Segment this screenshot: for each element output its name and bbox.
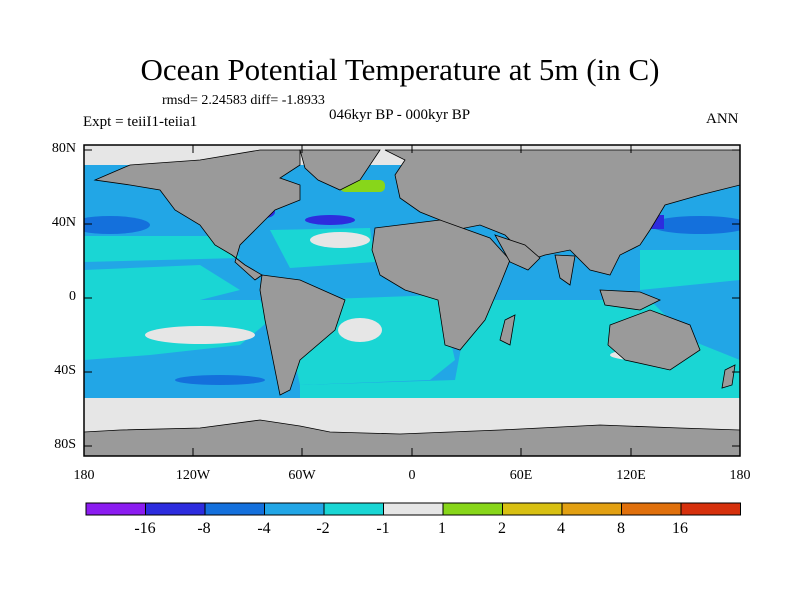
colorbar-swatch bbox=[561, 502, 622, 516]
colorbar-label: -2 bbox=[316, 520, 330, 537]
grey-patch-north-atlantic bbox=[310, 232, 370, 248]
colorbar-label: -8 bbox=[197, 520, 211, 537]
lat-label-40s: 40S bbox=[54, 363, 76, 378]
lon-label-60e: 60E bbox=[509, 468, 533, 483]
lat-label-0: 0 bbox=[69, 289, 76, 304]
dark-band-kuroshio bbox=[650, 216, 740, 234]
cyan-west-pacific bbox=[640, 250, 740, 290]
colorbar-swatch bbox=[145, 502, 206, 516]
lat-ticks bbox=[83, 145, 741, 456]
colorbar-swatch bbox=[680, 502, 741, 516]
gulf-stream-anomaly bbox=[305, 215, 355, 225]
lat-label-40n: 40N bbox=[51, 215, 76, 230]
cyan-north-pacific bbox=[84, 236, 240, 262]
experiment-label: Expt = teiiI1-teiia1 bbox=[83, 114, 198, 130]
lon-label-120e: 120E bbox=[616, 468, 646, 483]
stats-label: rmsd= 2.24583 diff= -1.8933 bbox=[162, 93, 325, 108]
colorbar-swatch bbox=[264, 502, 325, 516]
colorbar-swatch bbox=[323, 502, 384, 516]
colorbar-swatch bbox=[204, 502, 265, 516]
lon-label-0: 0 bbox=[408, 468, 416, 483]
colorbar-swatch bbox=[442, 502, 503, 516]
grey-patch-atlantic bbox=[338, 318, 382, 342]
colorbar-label: 16 bbox=[672, 520, 688, 537]
colorbar-swatch bbox=[502, 502, 563, 516]
lon-label-180w: 180 bbox=[73, 468, 95, 483]
grey-patch-pacific bbox=[145, 326, 255, 344]
lon-label-120w: 120W bbox=[175, 468, 211, 483]
lat-label-80n: 80N bbox=[51, 141, 76, 156]
colorbar-swatch bbox=[383, 502, 444, 516]
cyan-tropical-pacific bbox=[84, 265, 240, 300]
map-field bbox=[84, 145, 740, 456]
blue-patch-south bbox=[175, 375, 265, 385]
lat-label-80s: 80S bbox=[54, 437, 76, 452]
lon-label-60w: 60W bbox=[288, 468, 316, 483]
colorbar-label: 2 bbox=[498, 520, 506, 537]
colorbar-swatch bbox=[621, 502, 682, 516]
colorbar-label: -1 bbox=[376, 520, 390, 537]
colorbar-label: 8 bbox=[617, 520, 625, 537]
period-label: 046kyr BP - 000kyr BP bbox=[329, 107, 471, 123]
dark-band-pacific bbox=[84, 216, 150, 234]
land bbox=[84, 149, 740, 456]
colorbar-swatch bbox=[85, 502, 146, 516]
colorbar-label: 1 bbox=[438, 520, 446, 537]
colorbar bbox=[85, 502, 741, 516]
colorbar-label: -4 bbox=[257, 520, 271, 537]
colorbar-label: -16 bbox=[134, 520, 156, 537]
plot-title: Ocean Potential Temperature at 5m (in C) bbox=[140, 52, 660, 87]
colorbar-label: 4 bbox=[557, 520, 565, 537]
season-label: ANN bbox=[706, 111, 739, 127]
lon-label-180e: 180 bbox=[729, 468, 751, 483]
